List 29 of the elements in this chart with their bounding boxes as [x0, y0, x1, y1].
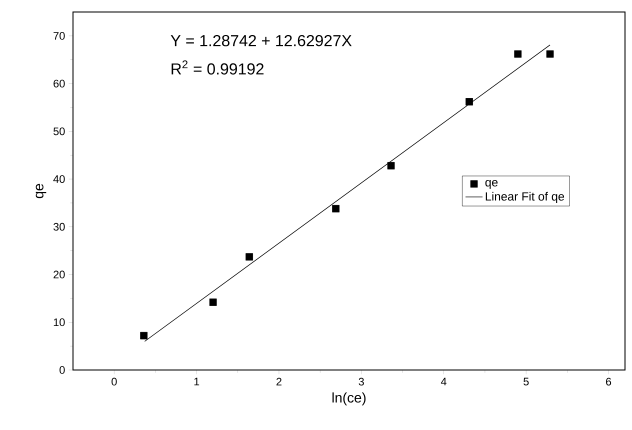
y-tick-label: 60 — [54, 80, 65, 88]
y-tick-label: 70 — [54, 32, 65, 40]
point — [387, 162, 395, 170]
y-tick-label: 0 — [60, 366, 65, 374]
x-tick-label: 1 — [194, 378, 200, 386]
y-tick-label: 10 — [54, 318, 65, 326]
x-axis-title: ln(ce) — [332, 392, 366, 406]
annotation: Y = 1.28742 + 12.62927X — [170, 35, 352, 46]
point — [209, 298, 217, 306]
y-tick-label: 30 — [53, 222, 65, 231]
point — [246, 253, 253, 261]
annotation: R$^{2}$ = 0.99192 — [172, 60, 264, 75]
point — [546, 50, 554, 58]
y-axis-title: qe — [36, 184, 46, 198]
y-tick-label: 50 — [53, 127, 65, 136]
x-tick-label: 3 — [358, 378, 364, 386]
x-tick-label: 5 — [524, 378, 529, 386]
legend-label: qe — [485, 180, 498, 189]
point — [332, 204, 340, 212]
legend-label: Linear Fit of qe — [486, 192, 564, 204]
point — [514, 50, 522, 58]
y-tick-label: 40 — [53, 175, 65, 183]
x-tick-label: 0 — [112, 378, 117, 386]
x-tick-label: 6 — [606, 378, 612, 386]
point — [140, 332, 148, 340]
x-tick-label: 2 — [276, 378, 282, 386]
y-tick-label: 20 — [54, 270, 65, 278]
point — [466, 98, 473, 106]
x-tick-label: 4 — [440, 378, 446, 386]
